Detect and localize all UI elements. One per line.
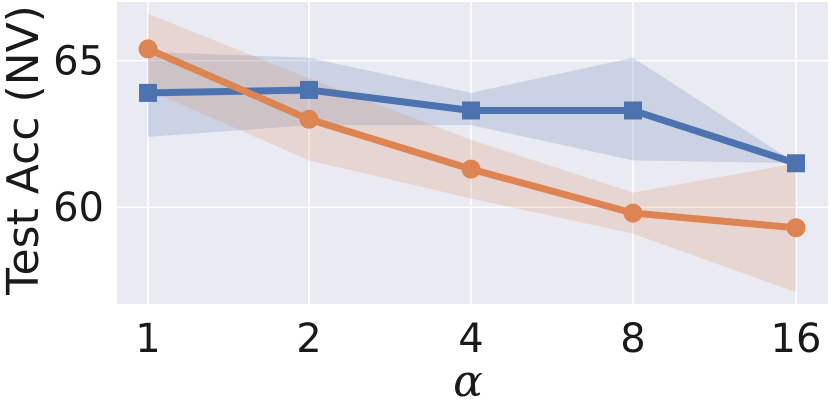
series-2-point (786, 218, 806, 238)
x-tick-label: 4 (458, 316, 483, 362)
y-tick-label: 60 (53, 185, 104, 231)
x-axis-label: α (453, 356, 483, 402)
x-tick-label: 2 (296, 316, 321, 362)
series-2-point (138, 39, 158, 59)
series-1-point (300, 80, 318, 99)
x-tick-label: 1 (135, 316, 160, 362)
series-1-point (787, 154, 805, 173)
plot-background (117, 2, 828, 304)
series-2-point (461, 159, 481, 179)
x-tick-label: 16 (771, 316, 822, 362)
x-tick-label: 8 (620, 316, 645, 362)
y-tick-labels: 60 65 (53, 39, 104, 232)
y-tick-label: 65 (53, 39, 104, 85)
y-axis-label: Test Acc (NV) (0, 5, 49, 296)
series-1-point (139, 83, 157, 102)
series-markers (138, 39, 806, 238)
series-2-point (623, 203, 643, 223)
series-2-point (299, 109, 319, 129)
series-1-point (462, 101, 480, 120)
x-tick-labels: 1 2 4 8 16 (135, 316, 821, 362)
series-1-point (624, 101, 642, 120)
